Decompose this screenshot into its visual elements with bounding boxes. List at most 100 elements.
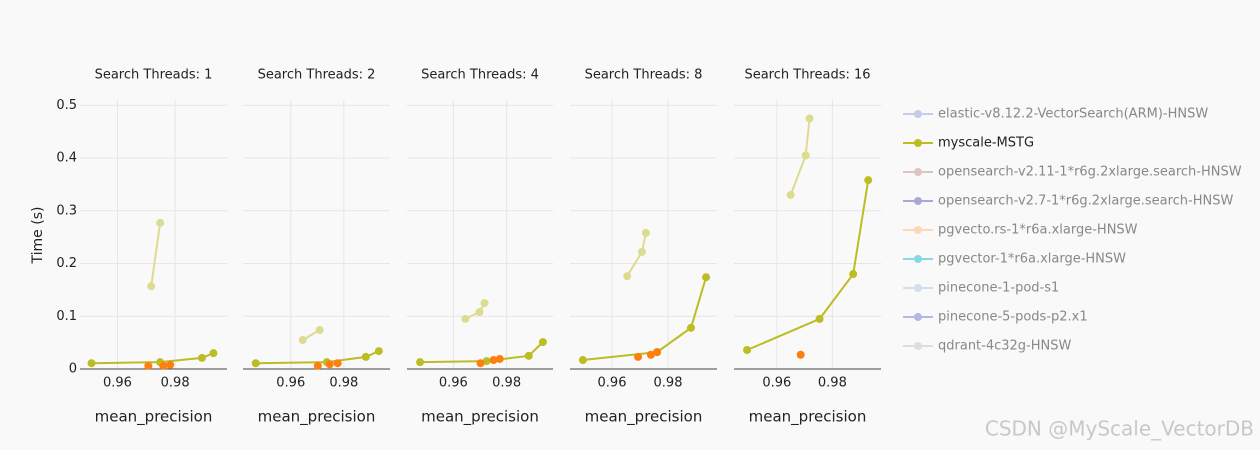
data-point: [416, 358, 425, 367]
series-line: [255, 350, 380, 365]
data-point: [156, 218, 165, 227]
data-point: [476, 359, 485, 368]
legend-label: qdrant-4c32g-HNSW: [938, 339, 1071, 354]
x-axis-label: mean_precision: [585, 408, 703, 427]
x-axis-label: mean_precision: [95, 408, 213, 427]
data-point: [87, 359, 96, 368]
x-tick-label: 0.98: [329, 376, 358, 391]
data-point: [361, 352, 370, 361]
data-point: [801, 151, 810, 160]
data-point: [374, 347, 383, 356]
legend-marker: [914, 110, 922, 118]
data-point: [482, 357, 491, 366]
data-point: [634, 352, 643, 361]
data-point: [313, 361, 322, 370]
legend-item[interactable]: pinecone-1-pod-s1: [903, 281, 1059, 296]
data-point: [786, 190, 795, 199]
legend-marker: [914, 197, 922, 205]
legend-label: pgvecto.rs-1*r6a.xlarge-HNSW: [938, 223, 1138, 238]
x-axis-label: mean_precision: [258, 408, 376, 427]
legend-label: pinecone-1-pod-s1: [938, 281, 1059, 296]
y-tick-label: 0.5: [56, 98, 77, 113]
data-point: [480, 299, 489, 308]
data-point: [333, 359, 342, 368]
panel-title: Search Threads: 1: [95, 68, 213, 83]
data-point: [298, 335, 307, 344]
data-point: [251, 359, 260, 368]
panel-title: Search Threads: 2: [258, 68, 376, 83]
data-point: [489, 356, 498, 365]
y-tick-label: 0.3: [56, 203, 77, 218]
y-tick-label: 0: [69, 362, 77, 377]
data-point: [197, 353, 206, 362]
legend-item[interactable]: elastic-v8.12.2-VectorSearch(ARM)-HNSW: [903, 107, 1208, 122]
data-point: [743, 346, 752, 355]
data-point: [315, 325, 324, 334]
legend-item[interactable]: opensearch-v2.7-1*r6g.2xlarge.search-HNS…: [903, 194, 1233, 209]
data-point: [796, 350, 805, 359]
x-tick-label: 0.98: [492, 376, 521, 391]
legend-item[interactable]: pgvector-1*r6a.xlarge-HNSW: [903, 252, 1126, 267]
series-line: [420, 341, 544, 364]
data-point: [805, 114, 814, 123]
legend-marker: [914, 313, 922, 321]
legend-label: pinecone-5-pods-p2.x1: [938, 310, 1088, 325]
panel-title: Search Threads: 8: [585, 68, 703, 83]
data-point: [815, 314, 824, 323]
x-tick-label: 0.96: [103, 376, 132, 391]
series-line: [91, 352, 214, 365]
legend-marker: [914, 284, 922, 292]
data-point: [538, 338, 547, 347]
series-line: [150, 222, 162, 287]
x-tick-label: 0.96: [762, 376, 791, 391]
y-tick-label: 0.4: [56, 151, 77, 166]
data-point: [461, 314, 470, 323]
y-tick-label: 0.1: [56, 309, 77, 324]
panel-title: Search Threads: 16: [744, 68, 870, 83]
legend-item[interactable]: myscale-MSTG: [903, 136, 1034, 151]
data-point: [475, 308, 484, 317]
x-axis-label: mean_precision: [421, 408, 539, 427]
data-point: [159, 361, 168, 370]
data-point: [147, 282, 156, 291]
panel-title: Search Threads: 4: [421, 68, 539, 83]
legend-label: elastic-v8.12.2-VectorSearch(ARM)-HNSW: [938, 107, 1208, 122]
legend-marker: [914, 168, 922, 176]
x-tick-label: 0.96: [276, 376, 305, 391]
watermark: CSDN @MyScale_VectorDB: [985, 417, 1254, 441]
legend-label: myscale-MSTG: [938, 136, 1034, 151]
legend-item[interactable]: pgvecto.rs-1*r6a.xlarge-HNSW: [903, 223, 1138, 238]
legend-label: pgvector-1*r6a.xlarge-HNSW: [938, 252, 1126, 267]
data-point: [646, 350, 655, 359]
legend-marker: [914, 255, 922, 263]
data-point: [209, 349, 218, 358]
data-point: [166, 360, 175, 369]
data-point: [637, 247, 646, 256]
data-point: [653, 348, 662, 357]
y-tick-label: 0.2: [56, 256, 77, 271]
data-point: [849, 270, 858, 279]
legend-label: opensearch-v2.11-1*r6g.2xlarge.search-HN…: [938, 165, 1242, 180]
data-point: [623, 272, 632, 281]
series-line: [582, 276, 708, 362]
data-point: [495, 354, 504, 363]
y-axis-label: Time (s): [30, 207, 46, 265]
data-point: [641, 228, 650, 237]
data-point: [702, 273, 711, 282]
legend-marker: [914, 226, 922, 234]
legend-label: opensearch-v2.7-1*r6g.2xlarge.search-HNS…: [938, 194, 1233, 209]
legend-item[interactable]: pinecone-5-pods-p2.x1: [903, 310, 1088, 325]
x-tick-label: 0.96: [598, 376, 627, 391]
x-tick-label: 0.98: [818, 376, 847, 391]
legend-marker: [914, 342, 922, 350]
series-line: [746, 180, 870, 351]
legend-marker: [914, 139, 922, 147]
legend-item[interactable]: qdrant-4c32g-HNSW: [903, 339, 1071, 354]
x-axis-label: mean_precision: [749, 408, 867, 427]
x-tick-label: 0.98: [654, 376, 683, 391]
data-point: [864, 176, 873, 185]
data-point: [325, 360, 334, 369]
legend-item[interactable]: opensearch-v2.11-1*r6g.2xlarge.search-HN…: [903, 165, 1242, 180]
data-point: [686, 323, 695, 332]
